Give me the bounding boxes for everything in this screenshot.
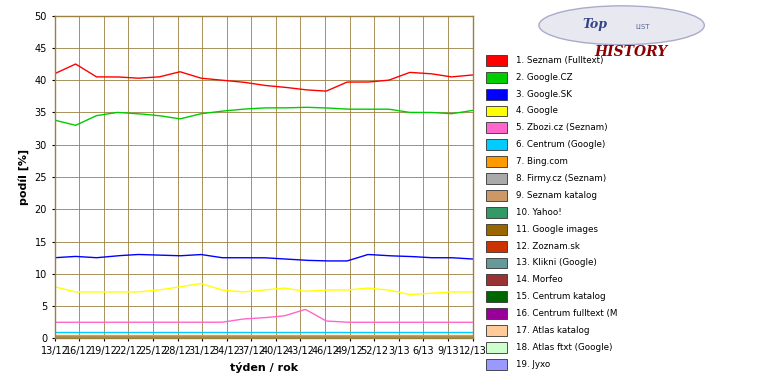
Text: 6. Centrum (Google): 6. Centrum (Google) [516,140,606,149]
Text: HISTORY: HISTORY [594,45,667,59]
Bar [487,325,508,336]
Text: 1. Seznam (Fulltext): 1. Seznam (Fulltext) [516,56,604,65]
Bar [487,105,508,116]
Bar [487,308,508,319]
Bar [487,224,508,235]
Text: 7. Bing.com: 7. Bing.com [516,157,569,166]
Text: 9. Seznam katalog: 9. Seznam katalog [516,191,597,200]
Bar [487,190,508,201]
Text: 12. Zoznam.sk: 12. Zoznam.sk [516,242,580,251]
Text: 3. Google.SK: 3. Google.SK [516,89,572,98]
Bar [487,359,508,370]
Bar [487,139,508,150]
Bar [487,291,508,302]
Bar [487,173,508,184]
Text: 15. Centrum katalog: 15. Centrum katalog [516,292,606,301]
Text: 2. Google.CZ: 2. Google.CZ [516,73,573,82]
Text: 16. Centrum fulltext (M: 16. Centrum fulltext (M [516,309,618,318]
Bar [487,274,508,285]
Bar [487,342,508,353]
Y-axis label: podíl [%]: podíl [%] [18,149,29,205]
Bar [487,89,508,100]
Bar [487,55,508,66]
Bar [487,241,508,252]
Text: 14. Morfeo: 14. Morfeo [516,275,563,284]
Text: 17. Atlas katalog: 17. Atlas katalog [516,326,590,335]
Bar [487,72,508,82]
Ellipse shape [539,6,704,45]
Text: 18. Atlas ftxt (Google): 18. Atlas ftxt (Google) [516,343,613,352]
Bar [487,207,508,218]
Text: LIST: LIST [636,24,650,30]
Bar [487,156,508,167]
X-axis label: týden / rok: týden / rok [230,362,298,373]
Text: 19. Jyxo: 19. Jyxo [516,360,551,369]
Text: Top: Top [582,18,607,31]
Text: 11. Google images: 11. Google images [516,225,598,234]
Text: 5. Zbozi.cz (Seznam): 5. Zbozi.cz (Seznam) [516,123,608,132]
Bar [487,123,508,133]
Text: 8. Firmy.cz (Seznam): 8. Firmy.cz (Seznam) [516,174,607,183]
Bar [487,258,508,268]
Text: 10. Yahoo!: 10. Yahoo! [516,208,562,217]
Text: 4. Google: 4. Google [516,107,558,116]
Text: 13. Klikni (Google): 13. Klikni (Google) [516,258,597,268]
